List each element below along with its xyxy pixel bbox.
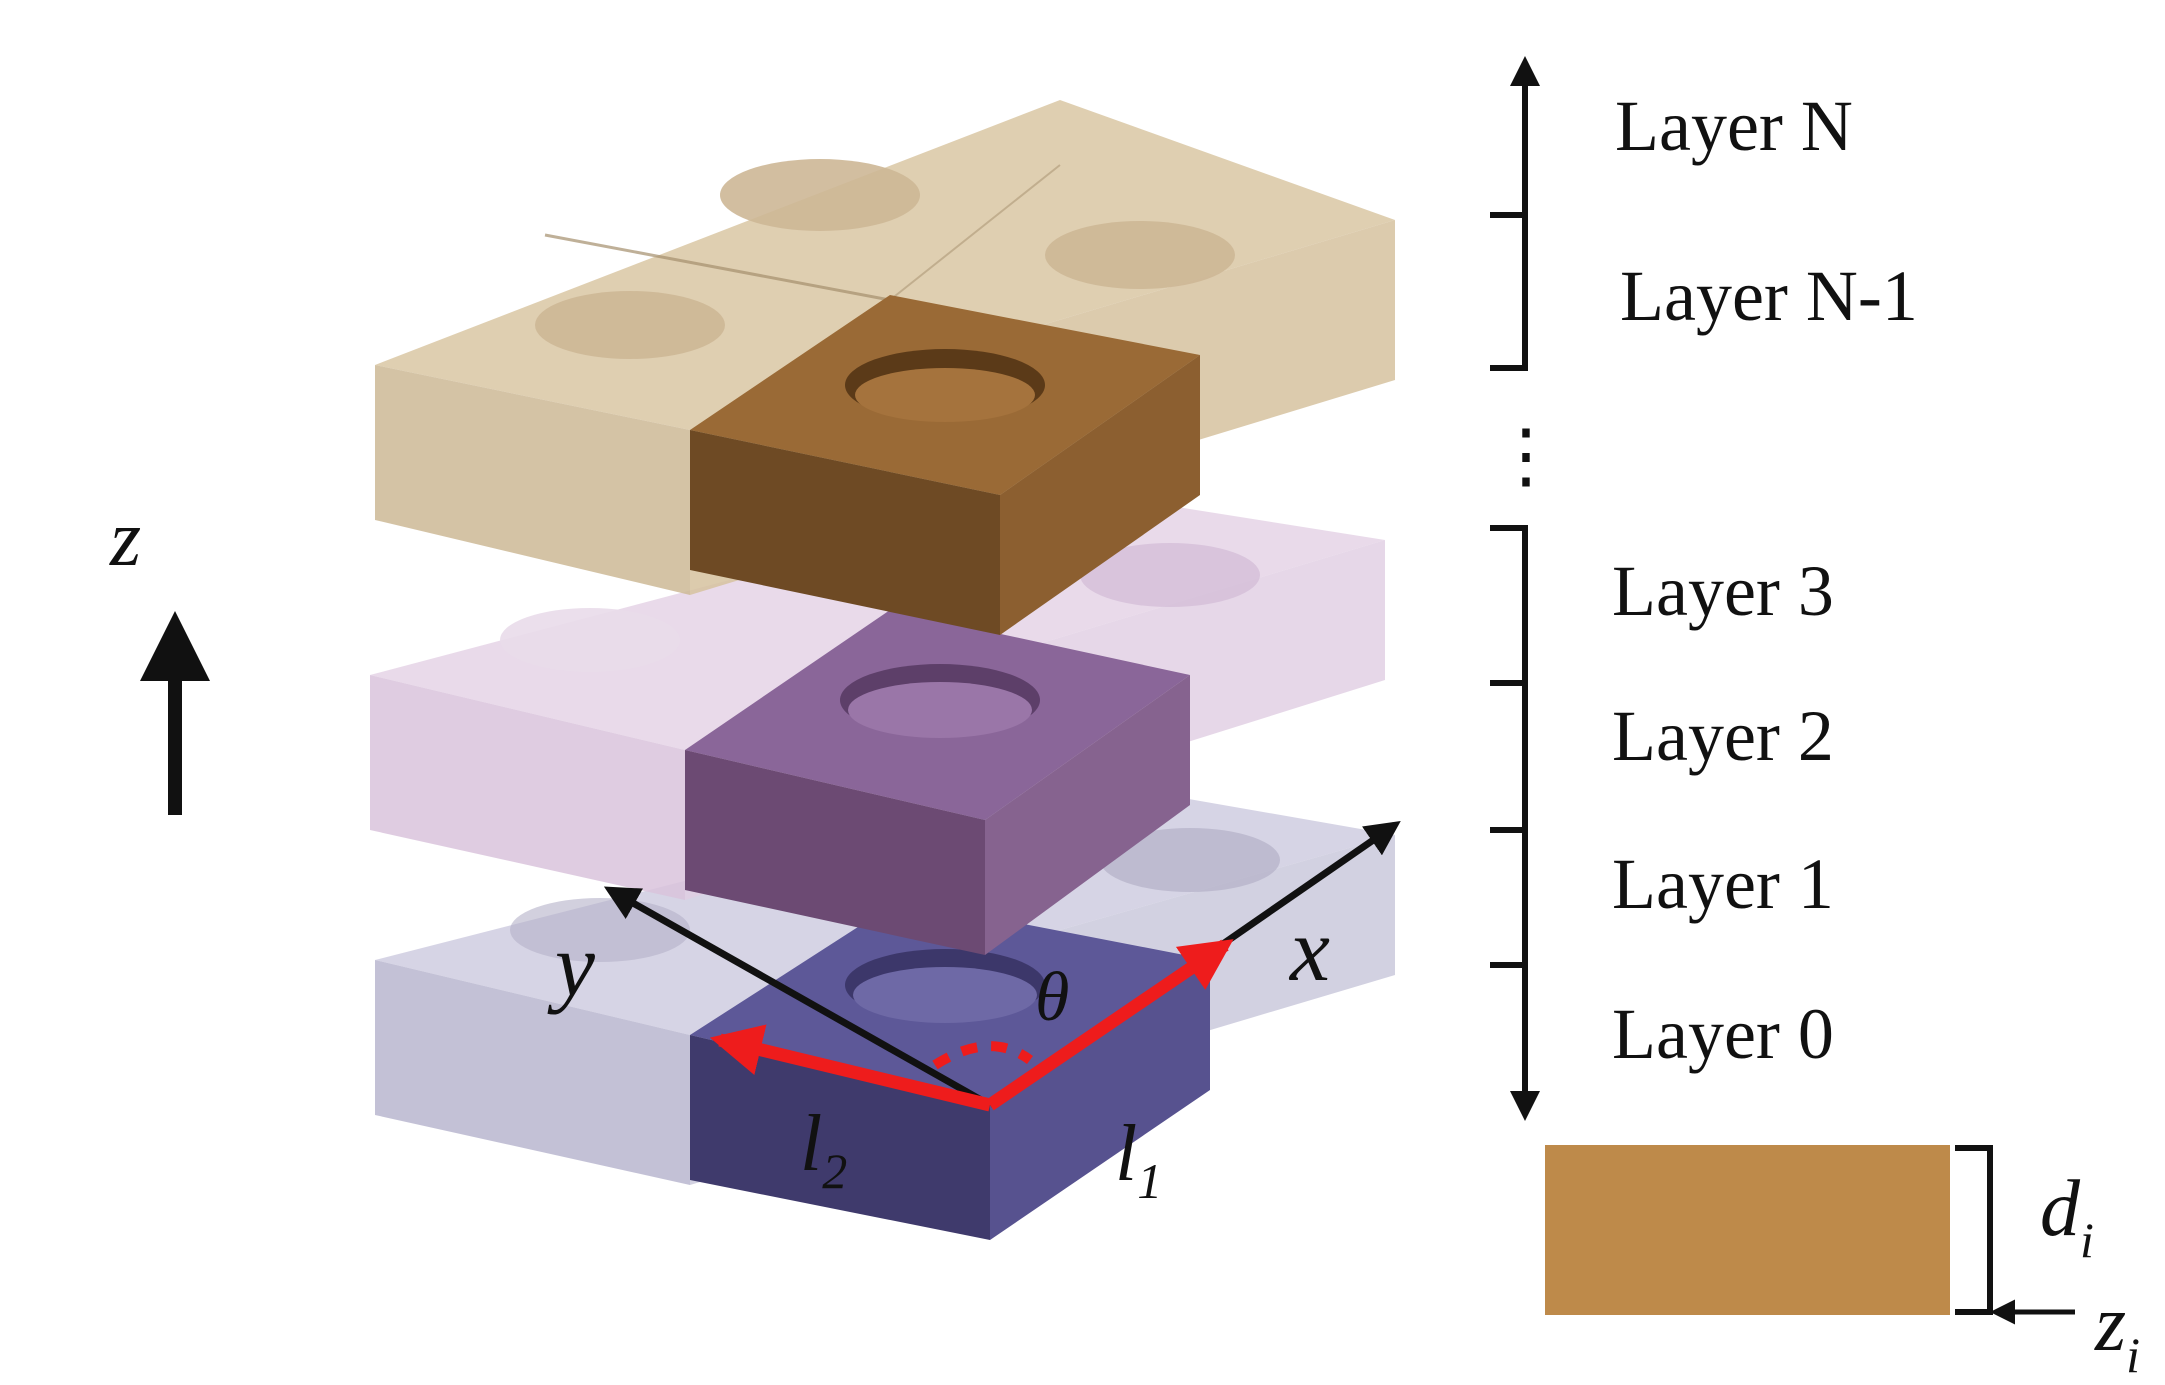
zi-label: z bbox=[2094, 1280, 2126, 1368]
l1-subscript: 1 bbox=[1137, 1153, 1162, 1209]
l2-label: l bbox=[800, 1100, 822, 1188]
middle-highlight-cell bbox=[685, 610, 1190, 955]
theta-arc bbox=[932, 1041, 1033, 1070]
svg-text:zi: zi bbox=[2094, 1280, 2140, 1383]
layer-labels: Layer N Layer N-1 ⋮ Layer 3 Layer 2 Laye… bbox=[1490, 86, 1918, 1074]
layer-1-label: Layer 1 bbox=[1612, 844, 1834, 924]
top-highlight-cell bbox=[690, 295, 1200, 635]
z-axis-label: z bbox=[109, 495, 141, 583]
y-axis-label: y bbox=[547, 916, 595, 1015]
svg-text:di: di bbox=[2040, 1165, 2094, 1268]
layer-3-label: Layer 3 bbox=[1612, 551, 1834, 631]
zi-subscript: i bbox=[2126, 1327, 2140, 1383]
svg-text:l1: l1 bbox=[1115, 1110, 1162, 1209]
svg-text:l2: l2 bbox=[800, 1100, 847, 1199]
di-subscript: i bbox=[2080, 1212, 2094, 1268]
lattice-vectors: θ l1 l2 bbox=[709, 939, 1234, 1209]
layer-2-label: Layer 2 bbox=[1612, 696, 1834, 776]
layer-brackets bbox=[1490, 56, 1540, 1121]
slab-thickness: di zi bbox=[1545, 1145, 2140, 1383]
theta-label: θ bbox=[1035, 959, 1069, 1036]
z-axis: z bbox=[109, 495, 210, 815]
slab-rect bbox=[1545, 1145, 1950, 1315]
layer-0-label: Layer 0 bbox=[1612, 994, 1834, 1074]
layer-n-label: Layer N bbox=[1615, 86, 1853, 166]
l1-label: l bbox=[1115, 1110, 1137, 1198]
di-label: d bbox=[2040, 1165, 2081, 1253]
bottom-highlight-cell bbox=[690, 900, 1210, 1240]
x-axis-label: x bbox=[1288, 901, 1330, 1000]
ellipsis-label: ⋮ bbox=[1490, 416, 1562, 496]
layer-n-1-label: Layer N-1 bbox=[1620, 256, 1918, 336]
l2-subscript: 2 bbox=[822, 1143, 847, 1199]
